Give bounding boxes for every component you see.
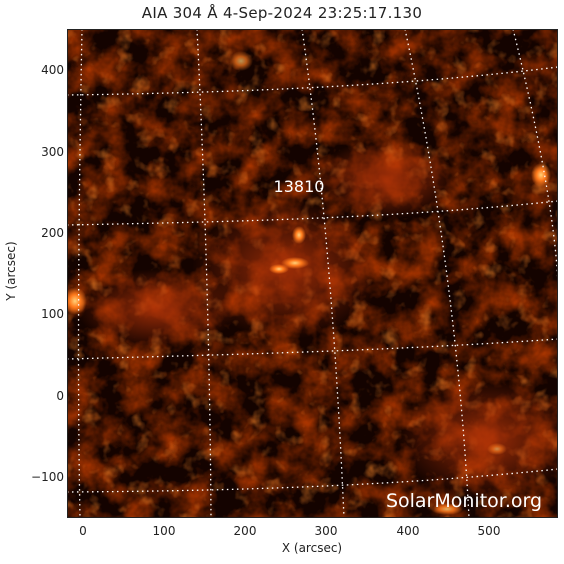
region-label: 13810 xyxy=(274,177,325,196)
x-tick-label: 300 xyxy=(314,524,338,538)
x-tick-label: 500 xyxy=(477,524,501,538)
y-tick-label: 200 xyxy=(41,226,64,240)
heliographic-grid xyxy=(67,29,558,518)
y-tick-label: −100 xyxy=(31,470,64,484)
y-tick-label: 300 xyxy=(41,145,64,159)
watermark: SolarMonitor.org xyxy=(386,490,542,512)
y-tick-label: 100 xyxy=(41,307,64,321)
active-region-patches xyxy=(77,139,558,499)
x-axis-label: X (arcsec) xyxy=(281,541,343,555)
image-title: AIA 304 Å 4-Sep-2024 23:25:17.130 xyxy=(141,4,423,22)
x-tick-label: 200 xyxy=(233,524,257,538)
y-axis-label: Y (arcsec) xyxy=(4,241,18,301)
y-tick-label: 400 xyxy=(41,63,64,77)
solar-image: 13810 SolarMonitor.org xyxy=(67,29,558,518)
x-tick-label: 100 xyxy=(152,524,176,538)
x-tick-label: 0 xyxy=(79,524,87,538)
bright-loops xyxy=(67,51,551,515)
x-tick-label: 400 xyxy=(396,524,420,538)
y-tick-label: 0 xyxy=(56,389,64,403)
